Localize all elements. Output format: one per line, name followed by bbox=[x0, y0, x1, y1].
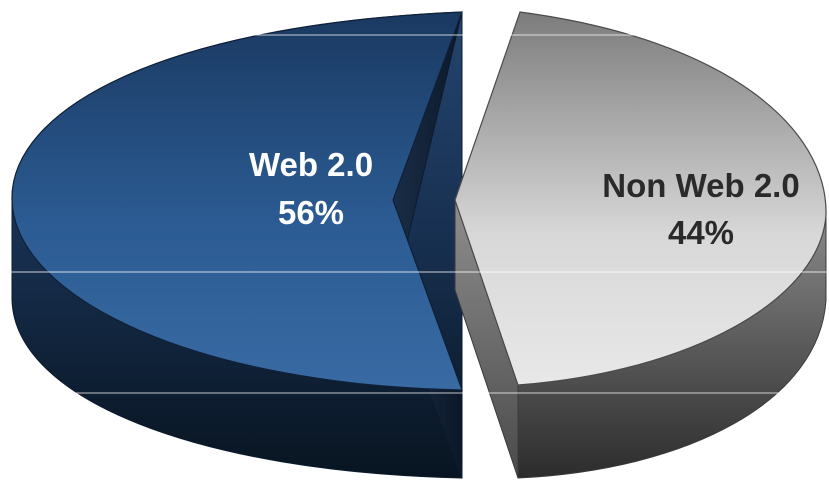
pie-slice-non-web-2-0 bbox=[454, 11, 827, 479]
gridlines bbox=[0, 34, 829, 394]
value-label-web-2-0: 56% bbox=[278, 194, 344, 231]
slice-web-2-0-top bbox=[11, 11, 463, 391]
value-label-non-web-2-0: 44% bbox=[668, 214, 734, 251]
pie-slice-web-2-0 bbox=[11, 11, 463, 479]
category-label-non-web-2-0: Non Web 2.0 bbox=[602, 167, 799, 204]
slice-label-non-web-2-0: Non Web 2.0 44% bbox=[602, 167, 799, 251]
category-label-web-2-0: Web 2.0 bbox=[249, 146, 373, 183]
slice-non-web-2-0-top bbox=[454, 11, 827, 386]
slice-label-web-2-0: Web 2.0 56% bbox=[249, 146, 373, 231]
